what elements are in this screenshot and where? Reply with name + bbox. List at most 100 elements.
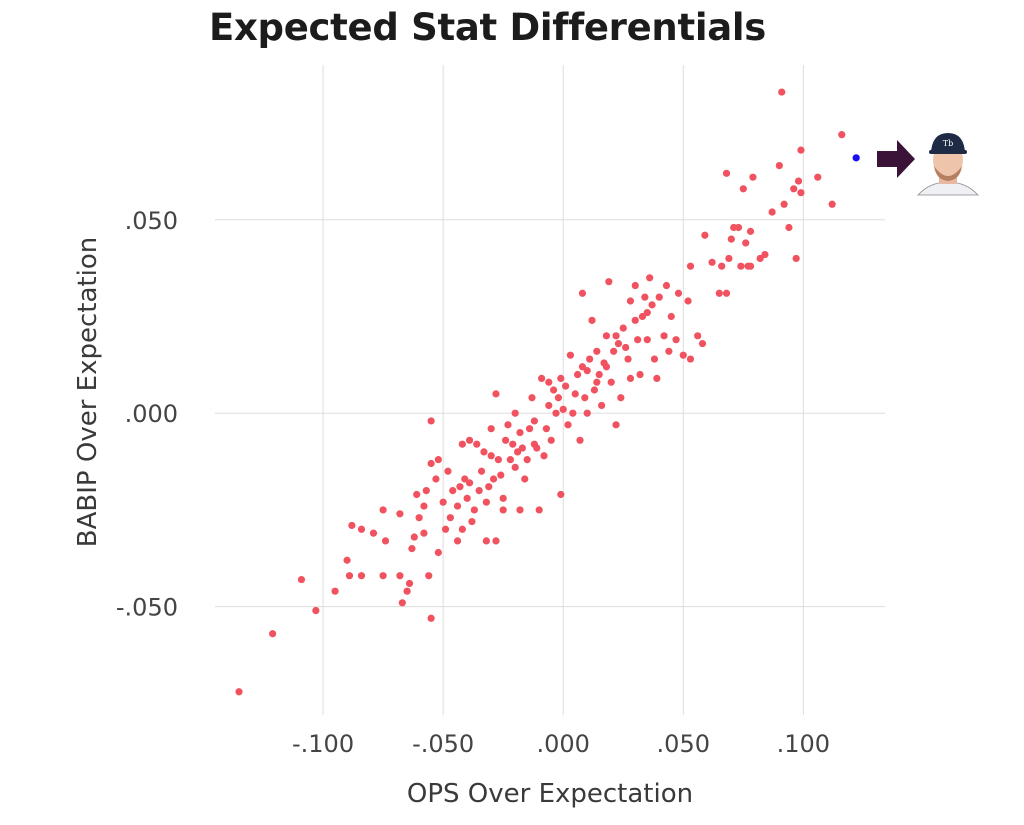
data-point [605,278,613,286]
data-point [581,394,589,402]
data-point [622,343,630,352]
data-point [413,490,421,499]
gridlines [215,65,885,715]
data-point [785,223,793,232]
data-point [778,88,786,96]
x-tick-label: .100 [777,730,830,758]
data-point [590,386,599,394]
data-point [297,575,306,584]
data-point [547,436,555,444]
data-point [722,289,731,297]
x-tick-label: -.100 [292,730,354,758]
data-point [516,428,524,437]
data-point [497,471,505,479]
data-point [614,339,623,348]
data-point [506,456,514,464]
data-point [641,293,649,301]
data-point [655,293,663,301]
data-point [790,185,798,193]
data-point [511,409,519,417]
data-point [756,254,764,263]
data-point [465,479,474,487]
data-point [475,486,483,495]
data-point [775,161,783,170]
data-point [583,409,591,417]
svg-text:Tb: Tb [943,139,953,148]
data-point [653,374,661,382]
data-point [511,463,519,471]
data-point [396,572,404,580]
data-point [487,452,495,460]
data-point [674,289,683,297]
data-point [554,394,563,402]
x-axis-title: OPS Over Expectation [407,779,693,809]
x-tick-label: .050 [657,730,710,758]
data-point [489,475,498,483]
data-point [650,355,659,363]
data-point [643,309,651,317]
data-point [619,324,627,332]
data-point [381,537,390,545]
data-point [571,390,579,398]
data-point [521,475,529,483]
data-points [235,88,860,696]
data-point [643,336,651,344]
data-point [403,587,411,595]
data-point [487,425,495,433]
data-point [343,556,351,564]
data-point [828,200,836,208]
data-point [458,525,466,533]
data-point [540,452,548,460]
data-point [499,506,507,514]
highlighted-player-point [852,154,860,162]
data-point [559,405,567,413]
arrow-icon [877,140,915,178]
data-point [722,169,731,177]
data-point [617,394,625,402]
data-point [564,421,572,429]
data-point [593,347,601,355]
data-point [578,363,587,371]
data-point [420,502,428,510]
data-point [446,514,454,522]
data-point [725,254,733,263]
data-point [427,614,435,622]
data-point [269,630,277,638]
data-point [398,599,406,607]
data-point [686,262,695,270]
x-tick-label: .000 [536,730,589,758]
data-point [646,274,654,282]
data-point [797,189,805,197]
data-point [672,336,680,344]
data-point [513,448,522,456]
data-point [453,502,462,510]
data-point [545,378,553,386]
data-point [739,185,747,193]
data-point [595,370,603,379]
data-point [427,417,435,425]
data-point [523,456,531,464]
data-point [537,374,546,382]
data-point [427,459,435,468]
data-point [331,587,339,595]
data-point [557,374,565,382]
data-point [468,517,476,526]
data-point [746,262,755,270]
data-point [425,572,433,580]
data-point [698,339,707,348]
data-point [420,529,428,537]
data-point [626,374,635,382]
data-point [434,548,442,557]
data-point [607,378,615,386]
data-point [492,390,500,398]
data-point [477,467,486,475]
data-point [480,448,488,456]
data-point [715,289,723,297]
data-point [525,425,534,433]
data-point [679,351,687,359]
data-point [441,525,450,533]
data-point [737,262,745,270]
data-point [492,537,500,545]
data-point [583,367,591,375]
data-point [797,146,805,154]
